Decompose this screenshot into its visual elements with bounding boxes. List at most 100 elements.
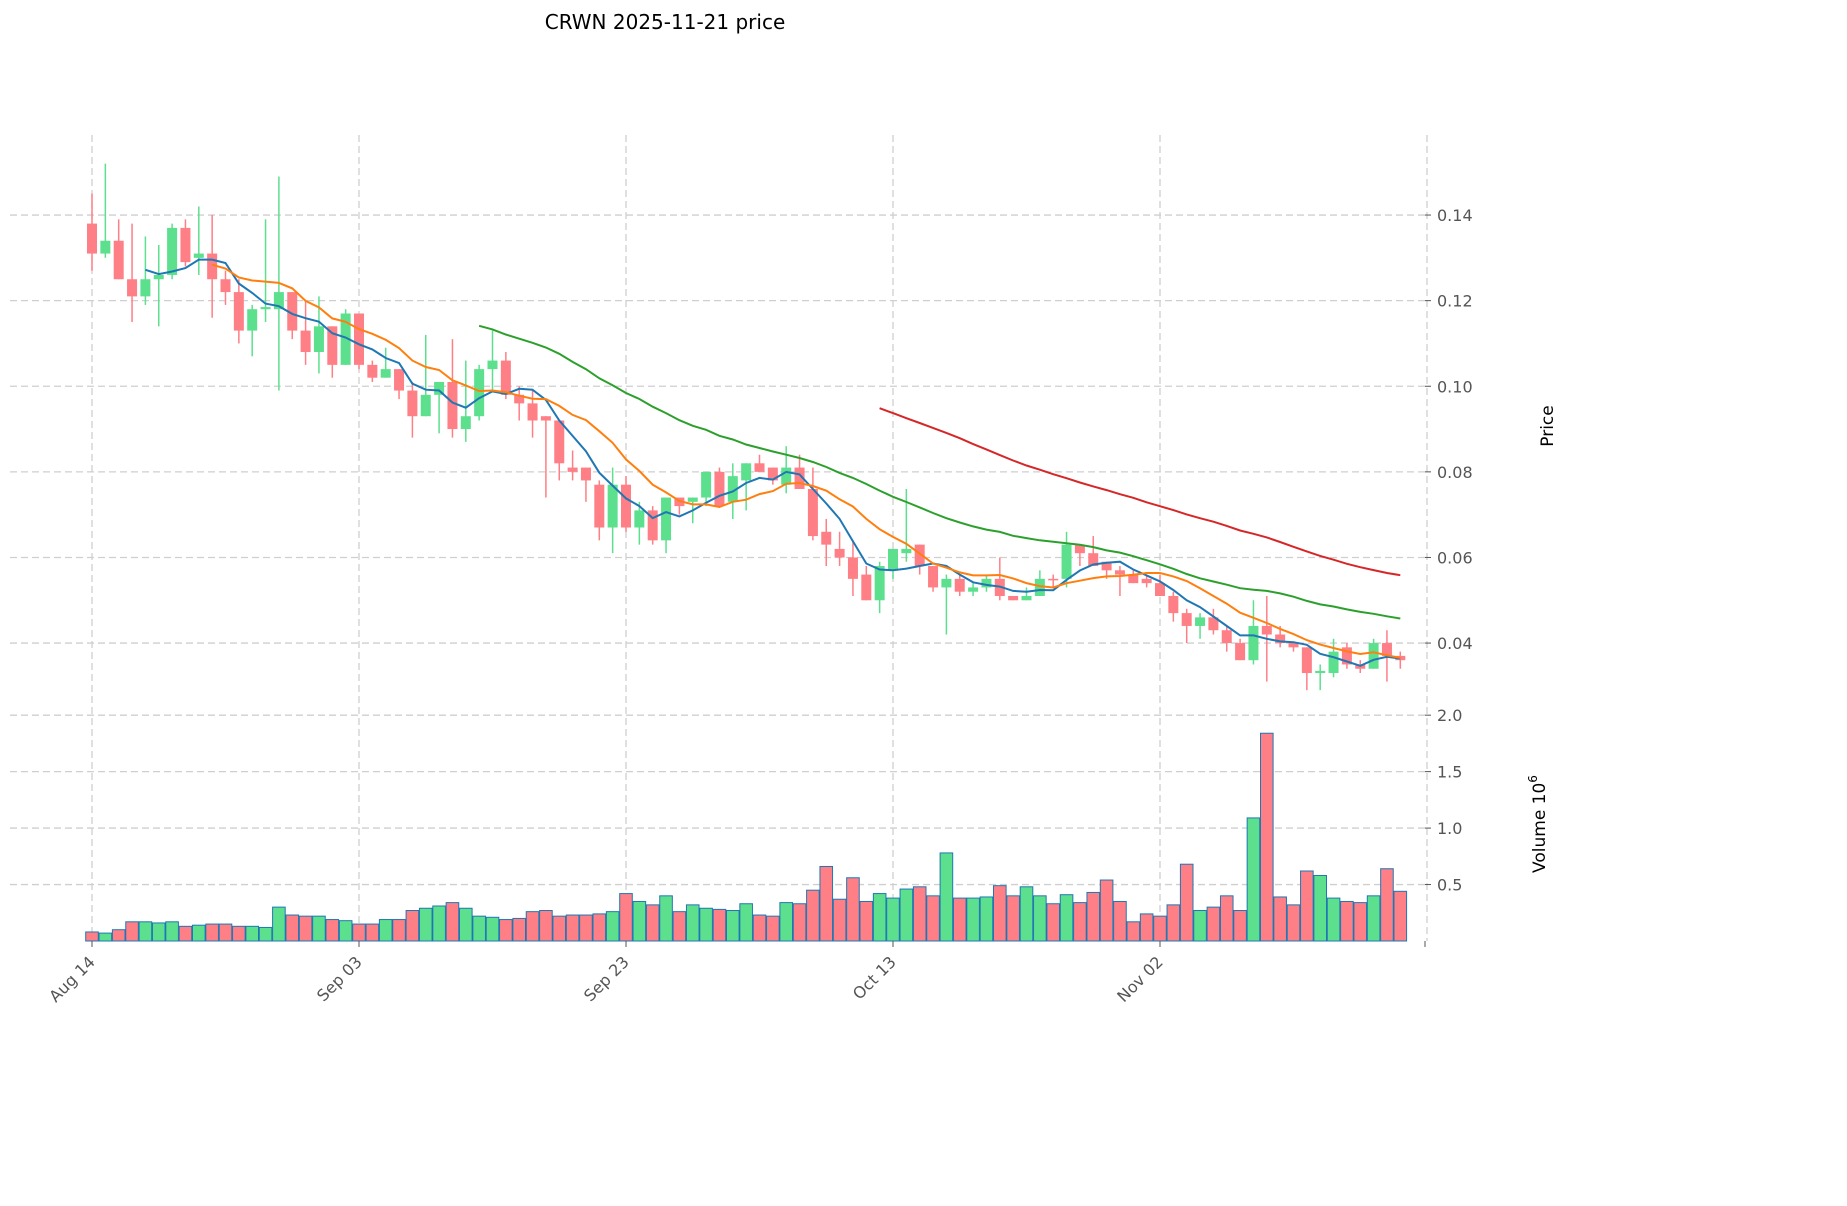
volume-bar: [111, 929, 126, 942]
candle-body: [1315, 670, 1326, 674]
candle-body: [954, 578, 965, 592]
candle-body: [1034, 578, 1045, 596]
volume-bar: [178, 925, 193, 942]
candle-body: [687, 497, 698, 502]
candle-body: [1288, 643, 1299, 648]
price-tick-label: 0.10: [1437, 377, 1473, 396]
candle-body: [1074, 544, 1085, 554]
volume-bar: [1086, 891, 1101, 942]
candle-body: [1341, 647, 1352, 665]
volume-bar: [1179, 863, 1194, 942]
volume-bar: [659, 895, 673, 942]
candle-body: [300, 330, 311, 353]
candle-body: [847, 557, 858, 579]
candle-body: [273, 292, 284, 310]
volume-bar: [739, 903, 753, 942]
volume-bar: [1219, 895, 1234, 942]
volume-bar: [565, 914, 580, 942]
volume-bar: [245, 925, 259, 942]
candle-body: [901, 548, 912, 554]
candles: [87, 163, 1406, 691]
volume-bars: [85, 732, 1408, 942]
volume-bar: [392, 919, 406, 942]
candle-body: [474, 369, 485, 417]
volume-bar: [685, 904, 700, 942]
candle-body: [167, 227, 178, 275]
volume-bar: [1340, 900, 1354, 942]
candle-body: [767, 467, 778, 481]
volume-bar: [632, 900, 647, 942]
volume-bar: [579, 914, 593, 942]
volume-bar: [165, 921, 179, 942]
candle-body: [634, 510, 645, 528]
volume-bar: [138, 921, 153, 942]
candle-body: [1181, 613, 1192, 626]
candle-body: [233, 292, 244, 331]
volume-bar: [993, 885, 1007, 942]
volume-bar: [766, 915, 780, 942]
candle-body: [1301, 647, 1312, 674]
volume-bar: [298, 915, 313, 942]
volume-bar: [85, 931, 99, 942]
volume-bar: [352, 923, 366, 942]
candle-body: [1128, 574, 1139, 584]
candle-body: [607, 484, 618, 528]
volume-bar: [1006, 895, 1020, 942]
volume-bar: [125, 921, 139, 942]
sma-5-line: [145, 258, 1401, 667]
candle-body: [207, 253, 218, 280]
candle-body: [287, 292, 298, 331]
volume-bar: [1099, 879, 1114, 942]
volume-bar: [1073, 902, 1087, 942]
volume-tick-label: 0.5: [1437, 876, 1462, 895]
volume-tick-label: 1.0: [1437, 819, 1462, 838]
volume-bar: [325, 919, 340, 942]
candle-body: [594, 484, 605, 528]
volume-bar: [832, 898, 847, 942]
x-tick-label: Sep 03: [313, 952, 366, 1005]
volume-bar: [1380, 868, 1394, 942]
candle-body: [1328, 651, 1339, 674]
candle-body: [247, 309, 258, 331]
volume-bar: [218, 923, 233, 942]
candle-body: [714, 471, 725, 507]
candle-body: [1101, 561, 1112, 571]
grid-lines: [10, 135, 1428, 941]
candle-body: [1088, 553, 1099, 567]
volume-bar: [926, 895, 940, 942]
volume-bar: [512, 917, 527, 942]
candle-body: [794, 467, 805, 489]
candle-body: [354, 313, 364, 365]
candle-body: [1248, 625, 1259, 661]
volume-bar: [1206, 906, 1221, 942]
candle-body: [701, 471, 712, 498]
candle-body: [741, 463, 752, 481]
volume-bar: [365, 923, 380, 942]
candle-body: [821, 531, 832, 545]
candle-body: [941, 578, 952, 588]
volume-bar: [1113, 900, 1127, 942]
candle-body: [888, 548, 898, 571]
volume-bar: [1046, 903, 1061, 942]
candle-body: [527, 403, 538, 421]
price-tick-label: 0.06: [1437, 548, 1473, 567]
candle-body: [367, 364, 378, 378]
candle-body: [140, 279, 151, 297]
volume-exponent: 6: [1526, 775, 1540, 783]
candle-body: [327, 326, 338, 365]
candle-body: [1021, 595, 1032, 601]
volume-bar: [979, 896, 994, 942]
price-tick-label: 0.04: [1437, 634, 1473, 653]
candle-body: [540, 416, 551, 421]
candle-body: [1114, 570, 1125, 575]
volume-bar: [872, 893, 887, 942]
volume-bar: [1300, 870, 1314, 942]
volume-bar: [1166, 904, 1181, 942]
chart-title: CRWN 2025-11-21 price: [545, 10, 786, 34]
candle-body: [1195, 617, 1206, 626]
volume-bar: [645, 904, 660, 942]
candle-body: [567, 467, 578, 472]
candle-body: [153, 274, 164, 280]
candle-body: [1141, 578, 1152, 584]
